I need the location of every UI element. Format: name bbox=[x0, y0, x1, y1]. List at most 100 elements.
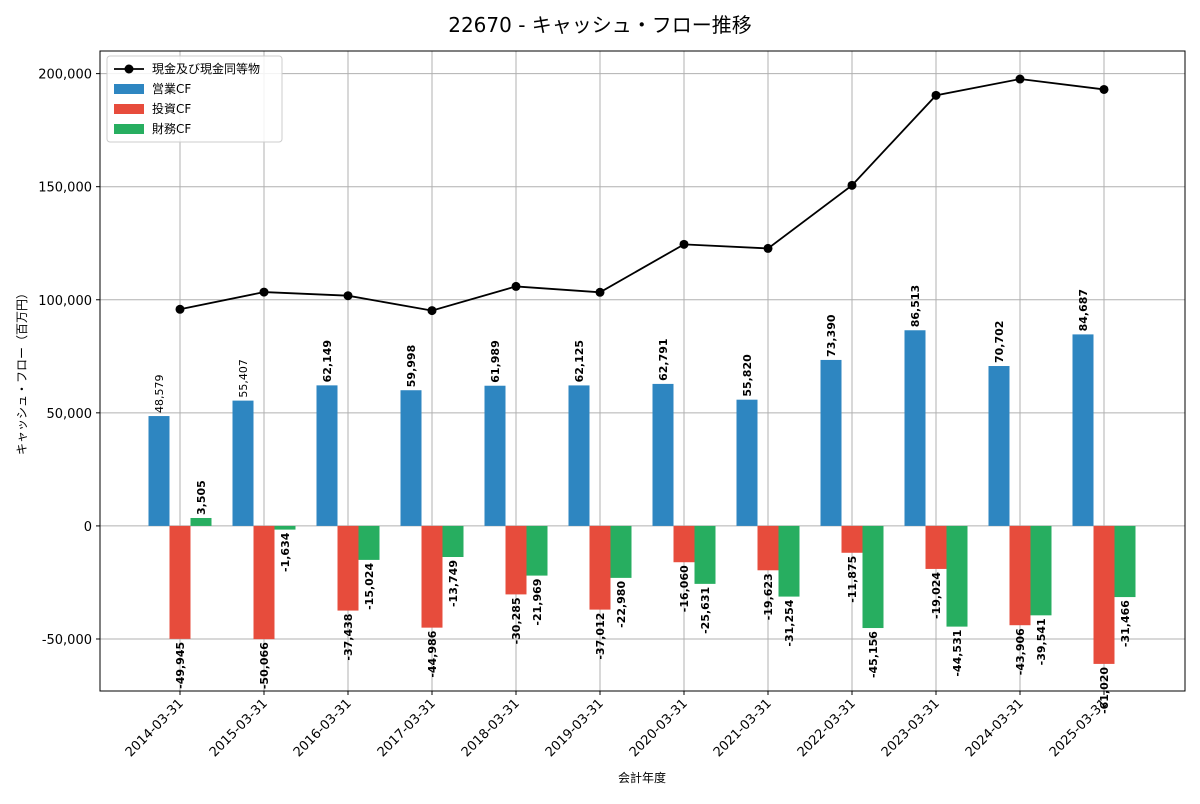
bar-data-label: -11,875 bbox=[846, 556, 859, 603]
bar-data-label: -19,623 bbox=[762, 573, 775, 620]
bar-data-label: -43,906 bbox=[1014, 628, 1027, 675]
bar-financing bbox=[862, 525, 884, 629]
x-tick-label: 2015-03-31 bbox=[207, 696, 271, 760]
bar-data-label: -25,631 bbox=[699, 587, 712, 634]
bar-data-label: 62,791 bbox=[657, 338, 670, 380]
bar-investing bbox=[169, 525, 191, 639]
bar-layer bbox=[148, 330, 1136, 664]
legend-bar-swatch bbox=[114, 124, 144, 134]
bar-investing bbox=[589, 525, 611, 610]
legend-line-marker bbox=[124, 64, 134, 74]
cash-point bbox=[511, 281, 521, 291]
bar-operating bbox=[820, 359, 842, 526]
cash-point bbox=[259, 287, 269, 297]
cash-point bbox=[679, 239, 689, 249]
x-tick-label: 2020-03-31 bbox=[627, 696, 691, 760]
bar-financing bbox=[610, 525, 632, 578]
x-tick-label: 2014-03-31 bbox=[123, 696, 187, 760]
bar-data-label: -45,156 bbox=[867, 631, 880, 678]
x-tick-label: 2021-03-31 bbox=[711, 696, 775, 760]
bar-operating bbox=[484, 385, 506, 526]
y-tick-label: 200,000 bbox=[38, 68, 92, 83]
bar-operating bbox=[568, 385, 590, 526]
line-layer bbox=[175, 74, 1109, 316]
bar-data-label: 48,579 bbox=[153, 375, 166, 414]
bar-investing bbox=[841, 525, 863, 553]
bar-data-label: -44,531 bbox=[951, 630, 964, 677]
legend-label: 投資CF bbox=[152, 101, 191, 116]
bar-data-label: 84,687 bbox=[1077, 289, 1090, 331]
bar-data-label: -31,254 bbox=[783, 599, 796, 646]
y-tick-label: 50,000 bbox=[47, 407, 93, 422]
bar-financing bbox=[1030, 525, 1052, 616]
legend-bar-swatch bbox=[114, 84, 144, 94]
x-tick-label: 2019-03-31 bbox=[543, 696, 607, 760]
bar-data-label: 70,702 bbox=[993, 321, 1006, 363]
legend-label: 現金及び現金同等物 bbox=[152, 61, 260, 76]
cash-point bbox=[1099, 84, 1109, 94]
x-tick-label: 2025-03-31 bbox=[1047, 696, 1111, 760]
legend-box bbox=[106, 55, 283, 143]
chart-title: 22670 - キャッシュ・フロー推移 bbox=[448, 13, 752, 37]
bar-data-label: -30,285 bbox=[510, 597, 523, 644]
cash-point bbox=[763, 243, 773, 253]
bar-investing bbox=[1093, 525, 1115, 664]
bar-data-label: 62,125 bbox=[573, 340, 586, 382]
cash-point bbox=[1015, 74, 1025, 84]
bar-data-label: 3,505 bbox=[195, 480, 208, 515]
cash-point bbox=[595, 287, 605, 297]
bar-operating bbox=[316, 385, 338, 526]
bar-operating bbox=[148, 416, 170, 526]
bar-financing bbox=[946, 525, 968, 627]
bar-investing bbox=[337, 525, 359, 611]
bar-data-label: -22,980 bbox=[615, 581, 628, 628]
bar-operating bbox=[736, 399, 758, 526]
bar-investing bbox=[505, 525, 527, 595]
bar-data-label: -50,066 bbox=[258, 642, 271, 689]
bar-data-label: -31,466 bbox=[1119, 600, 1132, 647]
bar-data-label: -15,024 bbox=[363, 563, 376, 610]
legend-label: 営業CF bbox=[152, 82, 191, 96]
bar-financing bbox=[442, 525, 464, 558]
bar-data-label: 62,149 bbox=[321, 340, 334, 382]
bar-financing bbox=[1114, 525, 1136, 598]
plot-frame bbox=[99, 50, 1186, 692]
x-tick-label: 2022-03-31 bbox=[795, 696, 859, 760]
bar-data-label: -13,749 bbox=[447, 560, 460, 607]
bar-label-layer: 48,579 55,407 62,149 59,998 61,989 62,125 62,7… bbox=[153, 285, 1132, 714]
bar-data-label: 61,989 bbox=[489, 340, 502, 382]
bar-data-label: -44,986 bbox=[426, 630, 439, 677]
bar-data-label: 59,998 bbox=[405, 345, 418, 387]
bar-financing bbox=[190, 517, 212, 526]
bar-data-label: 73,390 bbox=[825, 314, 838, 357]
bar-data-label: -19,024 bbox=[930, 572, 943, 619]
bar-data-label: 55,820 bbox=[741, 354, 754, 397]
bar-operating bbox=[988, 366, 1010, 526]
y-tick-label: 0 bbox=[84, 520, 92, 535]
bar-financing bbox=[694, 525, 716, 584]
y-tick-label: 100,000 bbox=[38, 294, 92, 309]
bar-data-label: -16,060 bbox=[678, 565, 691, 612]
bar-operating bbox=[904, 330, 926, 526]
bar-operating bbox=[400, 390, 422, 526]
bar-investing bbox=[925, 525, 947, 569]
bar-data-label: -61,020 bbox=[1098, 667, 1111, 714]
bar-financing bbox=[358, 525, 380, 560]
cash-line bbox=[179, 78, 1105, 312]
y-tick-label: -50,000 bbox=[42, 633, 92, 648]
x-tick-label: 2017-03-31 bbox=[375, 696, 439, 760]
bar-investing bbox=[253, 525, 275, 640]
legend-label: 財務CF bbox=[152, 121, 191, 136]
legend-bar-swatch bbox=[114, 104, 144, 114]
x-axis-label: 会計年度 bbox=[618, 770, 666, 785]
bar-operating bbox=[232, 400, 254, 526]
bar-data-label: -21,969 bbox=[531, 579, 544, 626]
cash-point bbox=[931, 90, 941, 100]
bar-data-label: -1,634 bbox=[279, 532, 292, 572]
x-tick-label: 2018-03-31 bbox=[459, 696, 523, 760]
bar-data-label: 55,407 bbox=[237, 359, 250, 398]
bar-investing bbox=[757, 525, 779, 571]
cash-point bbox=[343, 291, 353, 301]
